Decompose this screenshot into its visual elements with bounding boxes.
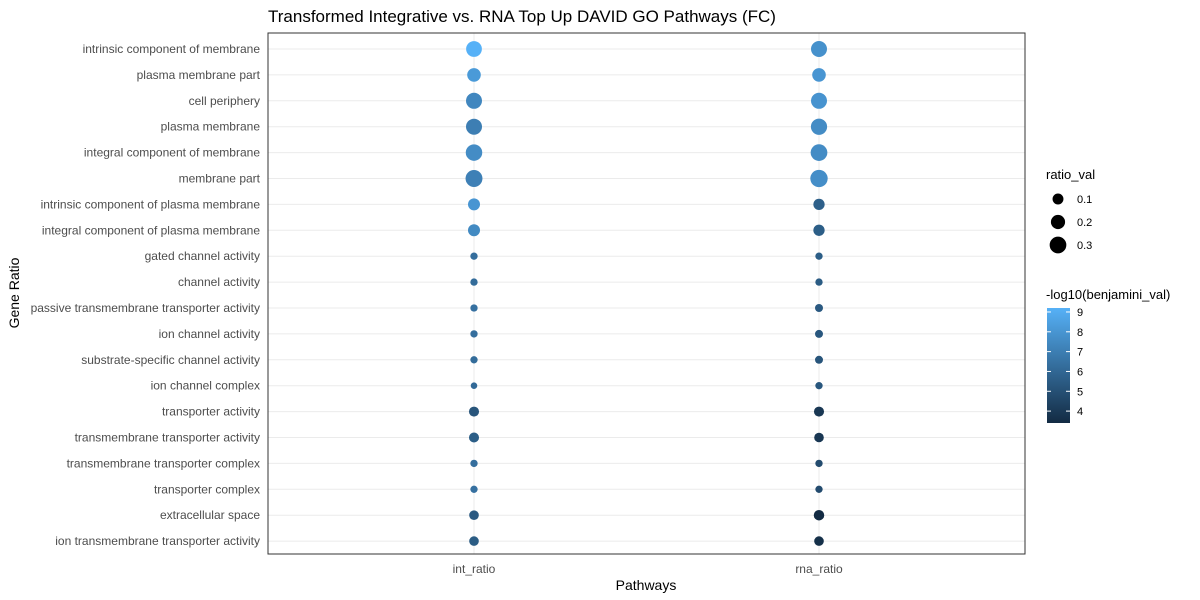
y-tick-label: membrane part <box>179 172 261 186</box>
size-legend-title: ratio_val <box>1046 167 1095 182</box>
x-tick-label: int_ratio <box>453 562 496 576</box>
size-legend-key <box>1052 193 1064 205</box>
y-tick-label: substrate-specific channel activity <box>81 353 260 367</box>
data-point <box>467 224 481 237</box>
data-point <box>815 485 823 493</box>
y-tick-label: intrinsic component of membrane <box>83 42 261 56</box>
data-point <box>810 118 828 135</box>
y-tick-label: transmembrane transporter complex <box>67 456 260 470</box>
data-point <box>469 510 479 521</box>
data-point <box>470 382 478 389</box>
data-point <box>815 329 823 338</box>
plot-panel-border <box>267 32 1026 555</box>
gridlines <box>268 33 1025 554</box>
data-point <box>812 68 826 82</box>
color-legend-label: 7 <box>1077 347 1083 359</box>
x-axis-title: Pathways <box>616 577 677 593</box>
data-point <box>466 41 482 57</box>
y-tick-label: transmembrane transporter activity <box>75 431 260 445</box>
data-point <box>465 144 483 161</box>
size-legend-key <box>1049 236 1067 254</box>
data-point <box>811 41 827 57</box>
y-tick-label: integral component of plasma membrane <box>42 223 260 237</box>
size-legend: ratio_val 0.1 0.2 0.3 <box>1046 167 1095 254</box>
data-point <box>470 485 478 493</box>
data-point <box>468 406 480 417</box>
data-point <box>811 92 827 109</box>
x-tick-labels: int_ratio rna_ratio <box>453 562 843 576</box>
y-tick-label: plasma membrane part <box>137 68 261 82</box>
data-point <box>467 68 481 82</box>
y-tick-label: passive transmembrane transporter activi… <box>31 301 260 315</box>
data-point <box>815 304 823 312</box>
y-tick-label: channel activity <box>178 275 260 289</box>
data-point <box>469 536 479 546</box>
data-point <box>814 536 824 546</box>
data-point <box>813 406 825 417</box>
data-point <box>814 432 824 443</box>
data-point <box>815 382 823 390</box>
color-bar <box>1047 308 1070 423</box>
color-legend-label: 8 <box>1077 327 1083 339</box>
size-legend-label: 0.1 <box>1077 194 1092 206</box>
data-point <box>468 432 480 443</box>
y-tick-labels: intrinsic component of membrane plasma me… <box>31 42 261 548</box>
y-axis-title: Gene Ratio <box>6 257 22 328</box>
data-point <box>815 278 823 286</box>
x-tick-label: rna_ratio <box>795 562 843 576</box>
data-point <box>466 118 482 135</box>
size-legend-label: 0.2 <box>1077 217 1092 229</box>
color-legend-label: 6 <box>1077 366 1083 378</box>
y-tick-label: intrinsic component of plasma membrane <box>41 197 261 211</box>
y-tick-label: integral component of membrane <box>84 146 260 160</box>
y-tick-label: ion transmembrane transporter activity <box>55 534 260 548</box>
data-point <box>470 304 478 312</box>
y-tick-label: transporter complex <box>154 482 260 496</box>
y-tick-label: transporter activity <box>162 405 260 419</box>
data-point <box>470 459 478 468</box>
size-legend-label: 0.3 <box>1077 240 1092 252</box>
data-point <box>815 459 823 468</box>
color-legend-label: 4 <box>1077 406 1083 418</box>
y-tick-label: extracellular space <box>160 508 260 522</box>
chart-title: Transformed Integrative vs. RNA Top Up D… <box>268 7 776 26</box>
color-legend: -log10(benjamini_val) 9 8 7 6 5 4 <box>1046 287 1170 423</box>
plot-panel-background <box>268 33 1025 554</box>
y-tick-label: ion channel activity <box>159 327 260 341</box>
data-point <box>813 198 825 211</box>
data-point <box>467 198 481 211</box>
data-point <box>470 252 478 260</box>
y-tick-label: ion channel complex <box>151 379 260 393</box>
y-tick-label: cell periphery <box>189 94 260 108</box>
data-point <box>815 252 823 260</box>
data-point <box>813 224 825 236</box>
y-tick-label: gated channel activity <box>145 249 260 263</box>
size-legend-key <box>1050 214 1066 230</box>
data-point <box>810 169 828 188</box>
data-point <box>470 330 478 338</box>
data-point <box>470 278 478 286</box>
data-point <box>465 170 483 187</box>
data-point <box>470 356 478 364</box>
data-point <box>466 92 482 109</box>
color-legend-label: 9 <box>1077 307 1083 319</box>
data-point <box>813 509 825 521</box>
color-legend-label: 5 <box>1077 386 1083 398</box>
data-point <box>810 144 828 161</box>
y-tick-label: plasma membrane <box>161 120 261 134</box>
data-points <box>465 41 828 546</box>
color-legend-title: -log10(benjamini_val) <box>1046 287 1170 302</box>
data-point <box>815 355 823 364</box>
